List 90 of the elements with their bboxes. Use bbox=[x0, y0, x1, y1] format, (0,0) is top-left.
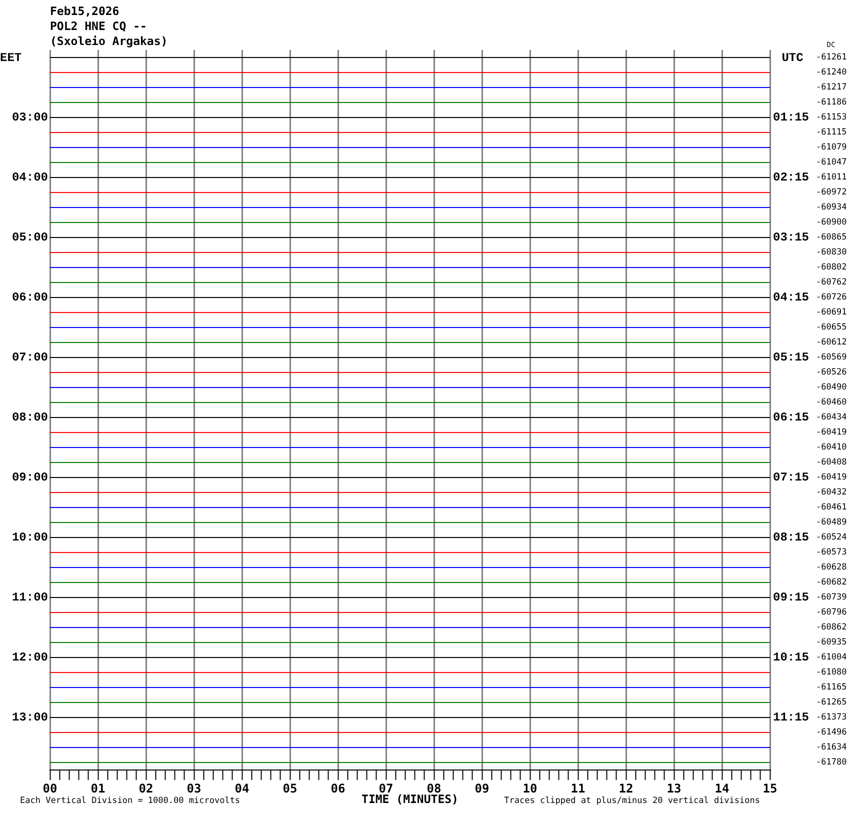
x-tick-label: 10 bbox=[522, 781, 538, 796]
y-tick-label: 11:00 bbox=[12, 590, 48, 605]
y-tick-label: 04:00 bbox=[12, 170, 48, 185]
text: -61115 bbox=[816, 128, 847, 138]
text: -60739 bbox=[816, 592, 847, 603]
text: -60461 bbox=[816, 502, 847, 513]
text: -60432 bbox=[816, 488, 847, 498]
y2-tick-label: 11:15 bbox=[773, 710, 810, 725]
chart-title: Feb15,2026 bbox=[50, 4, 120, 18]
x-tick-label: 06 bbox=[330, 781, 346, 796]
text: -61153 bbox=[816, 112, 847, 123]
x-tick-label: 12 bbox=[618, 781, 634, 796]
y2-tick-label: 09:15 bbox=[773, 590, 810, 605]
text: -60796 bbox=[816, 608, 847, 618]
y2-tick-label: 06:15 bbox=[773, 410, 810, 425]
text: -60612 bbox=[816, 338, 847, 348]
text: -61240 bbox=[816, 68, 847, 78]
text: Traces clipped at plus/minus 20 vertical divisions bbox=[504, 796, 760, 806]
y2-tick-label: 02:15 bbox=[773, 170, 810, 185]
x-tick-label: 13 bbox=[666, 781, 682, 796]
text: -61186 bbox=[816, 98, 847, 108]
text: -60830 bbox=[816, 248, 847, 258]
y-tick-label: 03:00 bbox=[12, 110, 48, 125]
x-tick-label: 15 bbox=[762, 781, 778, 796]
text: -60490 bbox=[816, 382, 847, 393]
y2-tick-label: 08:15 bbox=[773, 530, 810, 545]
text: -61261 bbox=[816, 52, 847, 63]
text: -60526 bbox=[816, 368, 847, 378]
y-tick-label: 07:00 bbox=[12, 350, 48, 365]
text: -61047 bbox=[816, 158, 847, 168]
text: -61265 bbox=[816, 698, 847, 708]
text: -60865 bbox=[816, 232, 847, 243]
text: -60419 bbox=[816, 472, 847, 483]
text: -61780 bbox=[816, 758, 847, 768]
text: -60410 bbox=[816, 442, 847, 453]
chart-subtitle: POL2 HNE CQ -- (Sxoleio Argakas) bbox=[50, 18, 168, 48]
text: -61080 bbox=[816, 668, 847, 678]
x-tick-label: 14 bbox=[714, 781, 730, 796]
text: -60569 bbox=[816, 352, 847, 363]
y2-tick-label: 03:15 bbox=[773, 230, 810, 245]
x-tick-label: 05 bbox=[282, 781, 298, 796]
y2-tick-label: 10:15 bbox=[773, 650, 810, 665]
text: -61004 bbox=[816, 652, 847, 663]
text: -60573 bbox=[816, 548, 847, 558]
text: -60460 bbox=[816, 398, 847, 408]
y-tick-label: 09:00 bbox=[12, 470, 48, 485]
text: -60972 bbox=[816, 188, 847, 198]
text: -60489 bbox=[816, 518, 847, 528]
text: -60726 bbox=[816, 292, 847, 303]
x-tick-label: 01 bbox=[90, 781, 106, 796]
text: -61373 bbox=[816, 712, 847, 723]
text: -60934 bbox=[816, 202, 847, 213]
text: -60419 bbox=[816, 428, 847, 438]
text: -60408 bbox=[816, 458, 847, 468]
text: -60935 bbox=[816, 638, 847, 648]
text: -60862 bbox=[816, 622, 847, 633]
text: -61496 bbox=[816, 728, 847, 738]
text: -60628 bbox=[816, 562, 847, 573]
y2-axis-title: UTC bbox=[782, 51, 804, 66]
x-tick-label: 04 bbox=[234, 781, 250, 796]
y-tick-label: 12:00 bbox=[12, 650, 48, 665]
text: -61011 bbox=[816, 172, 847, 183]
text: -61079 bbox=[816, 142, 847, 153]
text: -60762 bbox=[816, 278, 847, 288]
text: -61634 bbox=[816, 742, 847, 753]
y-axis-title: EET bbox=[0, 51, 22, 66]
text: -60900 bbox=[816, 218, 847, 228]
y2-tick-label: 07:15 bbox=[773, 470, 810, 485]
x-tick-label: 11 bbox=[570, 781, 586, 796]
x-tick-label: 02 bbox=[138, 781, 154, 796]
text: -60524 bbox=[816, 532, 847, 543]
text: -61217 bbox=[816, 82, 847, 93]
y-tick-label: 08:00 bbox=[12, 410, 48, 425]
y2-tick-label: 05:15 bbox=[773, 350, 810, 365]
text: -60434 bbox=[816, 412, 847, 423]
y-tick-label: 13:00 bbox=[12, 710, 48, 725]
text: Each Vertical Division = 1000.00 microvolts bbox=[20, 796, 240, 806]
text: -61165 bbox=[816, 682, 847, 693]
x-tick-label: 00 bbox=[42, 781, 58, 796]
y-tick-label: 05:00 bbox=[12, 230, 48, 245]
y-tick-label: 06:00 bbox=[12, 290, 48, 305]
text: -60655 bbox=[816, 322, 847, 333]
text: -60802 bbox=[816, 262, 847, 273]
text: -60682 bbox=[816, 578, 847, 588]
x-tick-label: 09 bbox=[474, 781, 490, 796]
y-tick-label: 10:00 bbox=[12, 530, 48, 545]
text: -60691 bbox=[816, 308, 847, 318]
x-tick-label: 03 bbox=[186, 781, 202, 796]
y2-tick-label: 01:15 bbox=[773, 110, 810, 125]
y2-tick-label: 04:15 bbox=[773, 290, 810, 305]
